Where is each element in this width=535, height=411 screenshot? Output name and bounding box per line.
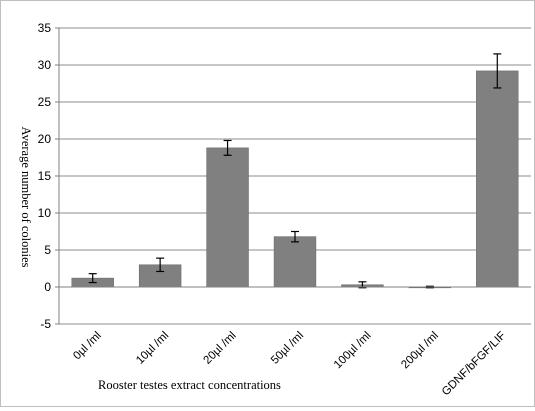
bar-3 <box>273 236 317 288</box>
y-tick-label: 30 <box>38 58 52 72</box>
x-tick-label-3: 50µl /ml <box>269 330 306 367</box>
y-tick-label: 10 <box>38 206 52 220</box>
x-axis-title: Rooster testes extract concentrations <box>98 378 281 392</box>
bar-2 <box>206 147 249 288</box>
y-tick-label: -5 <box>40 317 51 331</box>
y-tick-label: 15 <box>38 169 52 183</box>
x-tick-label-2: 20µl /ml <box>202 330 239 367</box>
x-tick-label-4: 100µl /ml <box>332 330 374 372</box>
y-tick-label: 20 <box>38 132 52 146</box>
x-tick-label-6: GDNF/bFGF/LIF <box>440 330 509 399</box>
x-tick-label-1: 10µl /ml <box>134 330 171 367</box>
y-axis-title: Average number of colonies <box>19 126 33 267</box>
y-tick-label: 35 <box>38 21 52 35</box>
bars <box>71 53 519 289</box>
y-tick-label: 0 <box>44 280 51 294</box>
y-tick-label: 5 <box>44 243 51 257</box>
x-tick-label-0: 0µl /ml <box>71 330 104 363</box>
bar-6 <box>476 70 519 288</box>
x-tick-label-5: 200µl /ml <box>399 330 441 372</box>
axes <box>55 27 531 325</box>
y-tick-labels: -5 0 5 10 15 20 25 30 35 <box>38 21 52 331</box>
y-tick-label: 25 <box>38 95 52 109</box>
